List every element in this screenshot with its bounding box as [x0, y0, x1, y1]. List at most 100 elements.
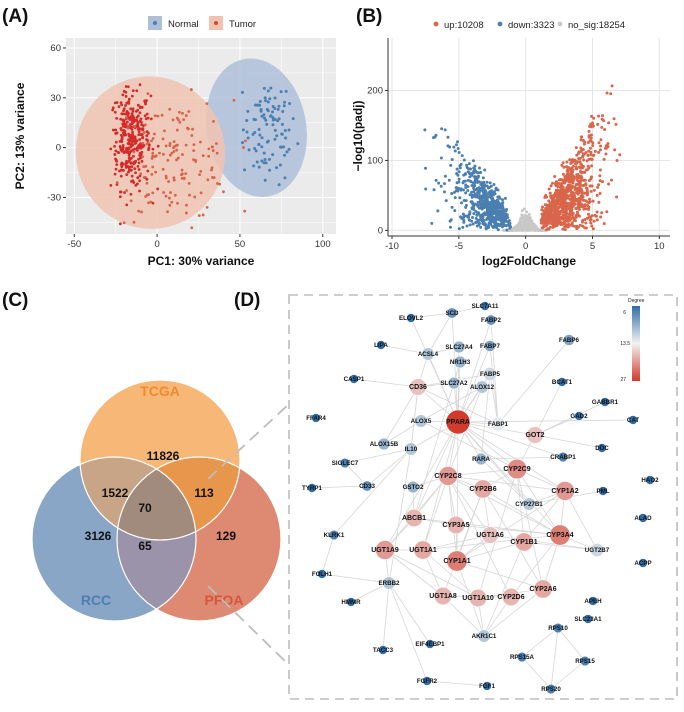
pca-point-tumor	[124, 90, 128, 94]
volcano-point-up	[561, 217, 565, 221]
volcano-point-down	[488, 181, 492, 185]
legend-tumor-label: Tumor	[229, 19, 256, 30]
volcano-point-up	[577, 157, 581, 161]
pca-point-tumor	[119, 101, 123, 105]
pca-point-normal	[280, 132, 284, 136]
pca-point-tumor	[145, 134, 149, 138]
pca-point-normal	[246, 136, 250, 140]
volcano-point-up	[595, 193, 599, 197]
volcano-point-down	[461, 181, 465, 185]
pca-point-normal	[279, 90, 283, 94]
network-node-label: HMMR	[341, 599, 361, 606]
pca-point-tumor	[210, 145, 214, 149]
pca-point-tumor	[218, 182, 222, 186]
pca-point-tumor	[136, 176, 140, 180]
pca-point-normal	[279, 145, 283, 149]
network-edge	[321, 573, 390, 584]
network-node	[588, 596, 598, 606]
pca-point-tumor	[199, 140, 202, 144]
volcano-point-down	[497, 212, 501, 216]
network-node	[485, 314, 497, 326]
pca-point-tumor	[149, 200, 153, 204]
pca-point-tumor	[113, 144, 116, 148]
network-node	[473, 479, 493, 499]
pca-point-normal	[255, 160, 259, 164]
volcano-point-up	[612, 117, 616, 121]
degree-legend: Degree 6 13.5 27	[620, 298, 644, 383]
pca-point-tumor	[147, 193, 150, 196]
network-edge	[388, 582, 428, 682]
pca-point-tumor	[123, 191, 126, 194]
pca-point-normal	[263, 158, 267, 162]
network-edge	[384, 549, 444, 597]
pca-point-tumor	[206, 178, 210, 182]
volcano-point-down	[483, 193, 487, 197]
volcano-point-down	[439, 184, 443, 188]
network-edge	[456, 541, 525, 562]
volcano-point-up	[589, 221, 593, 225]
network-edge	[442, 488, 484, 597]
volcano-point-up	[565, 206, 569, 210]
network-node-label: CYP3A4	[546, 532, 573, 539]
pca-point-tumor	[187, 110, 191, 113]
volcano-point-up	[586, 216, 590, 220]
volcano-xlabel: log2FoldChange	[482, 254, 576, 268]
pca-point-tumor	[199, 191, 203, 195]
network-edge	[366, 448, 412, 487]
pca-xlabel: PC1: 30% variance	[148, 254, 255, 268]
volcano-point-up	[568, 210, 572, 214]
pca-point-tumor	[170, 151, 174, 155]
pca-point-tumor	[164, 174, 168, 178]
pca-point-tumor	[114, 140, 118, 144]
volcano-point-up	[542, 221, 546, 225]
volcano-point-up	[576, 202, 580, 206]
volcano-point-up	[548, 191, 552, 195]
network-node-label: PML	[596, 488, 609, 495]
volcano-point-up	[602, 222, 606, 226]
pca-point-tumor	[214, 142, 218, 145]
pca-point-tumor	[156, 144, 160, 148]
pca-point-tumor	[132, 135, 136, 138]
volcano-point-down	[456, 189, 460, 193]
volcano-point-down	[456, 146, 460, 150]
volcano-xtick-label: -10	[385, 241, 399, 252]
pca-ytick-label: 60	[50, 43, 61, 54]
pca-point-tumor	[127, 142, 131, 146]
volcano-point-down	[442, 182, 446, 186]
volcano-point-down	[479, 213, 483, 217]
network-node-label: UGT1A10	[462, 595, 494, 602]
pca-point-tumor	[122, 109, 125, 113]
volcano-point-down	[464, 205, 468, 209]
volcano-point-up	[592, 219, 596, 223]
volcano-point-up	[573, 185, 577, 189]
pca-point-tumor	[122, 107, 126, 111]
pca-point-normal	[269, 86, 273, 90]
network-edge	[410, 386, 419, 450]
network-node	[501, 587, 521, 607]
pca-point-normal	[282, 145, 286, 149]
pca-point-normal	[260, 114, 264, 118]
degree-tick-min: 6	[623, 310, 626, 316]
pca-point-tumor	[184, 143, 188, 147]
pca-point-tumor	[132, 162, 136, 166]
venn-label-pfoa: PFOA	[205, 592, 244, 608]
pca-point-tumor	[122, 221, 126, 225]
volcano-point-down	[472, 181, 476, 185]
network-node-label: HAO2	[641, 477, 659, 484]
network-node-label: ALOX12	[470, 384, 495, 391]
pca-point-tumor	[232, 98, 236, 102]
volcano-point-up	[551, 202, 555, 206]
volcano-point-up	[571, 168, 575, 172]
network-node-label: RPS15	[575, 658, 595, 665]
pca-point-tumor	[111, 108, 115, 112]
volcano-point-up	[598, 179, 602, 183]
volcano-point-down	[472, 212, 476, 216]
pca-point-tumor	[192, 143, 196, 147]
network-edge	[534, 381, 563, 436]
pca-point-tumor	[167, 180, 170, 183]
network-node	[349, 374, 359, 384]
volcano-point-down	[466, 215, 470, 219]
network-node-label: FABP6	[559, 337, 580, 344]
pca-ytick-label: 0	[56, 143, 61, 154]
network-node-label: LIPA	[374, 342, 388, 349]
